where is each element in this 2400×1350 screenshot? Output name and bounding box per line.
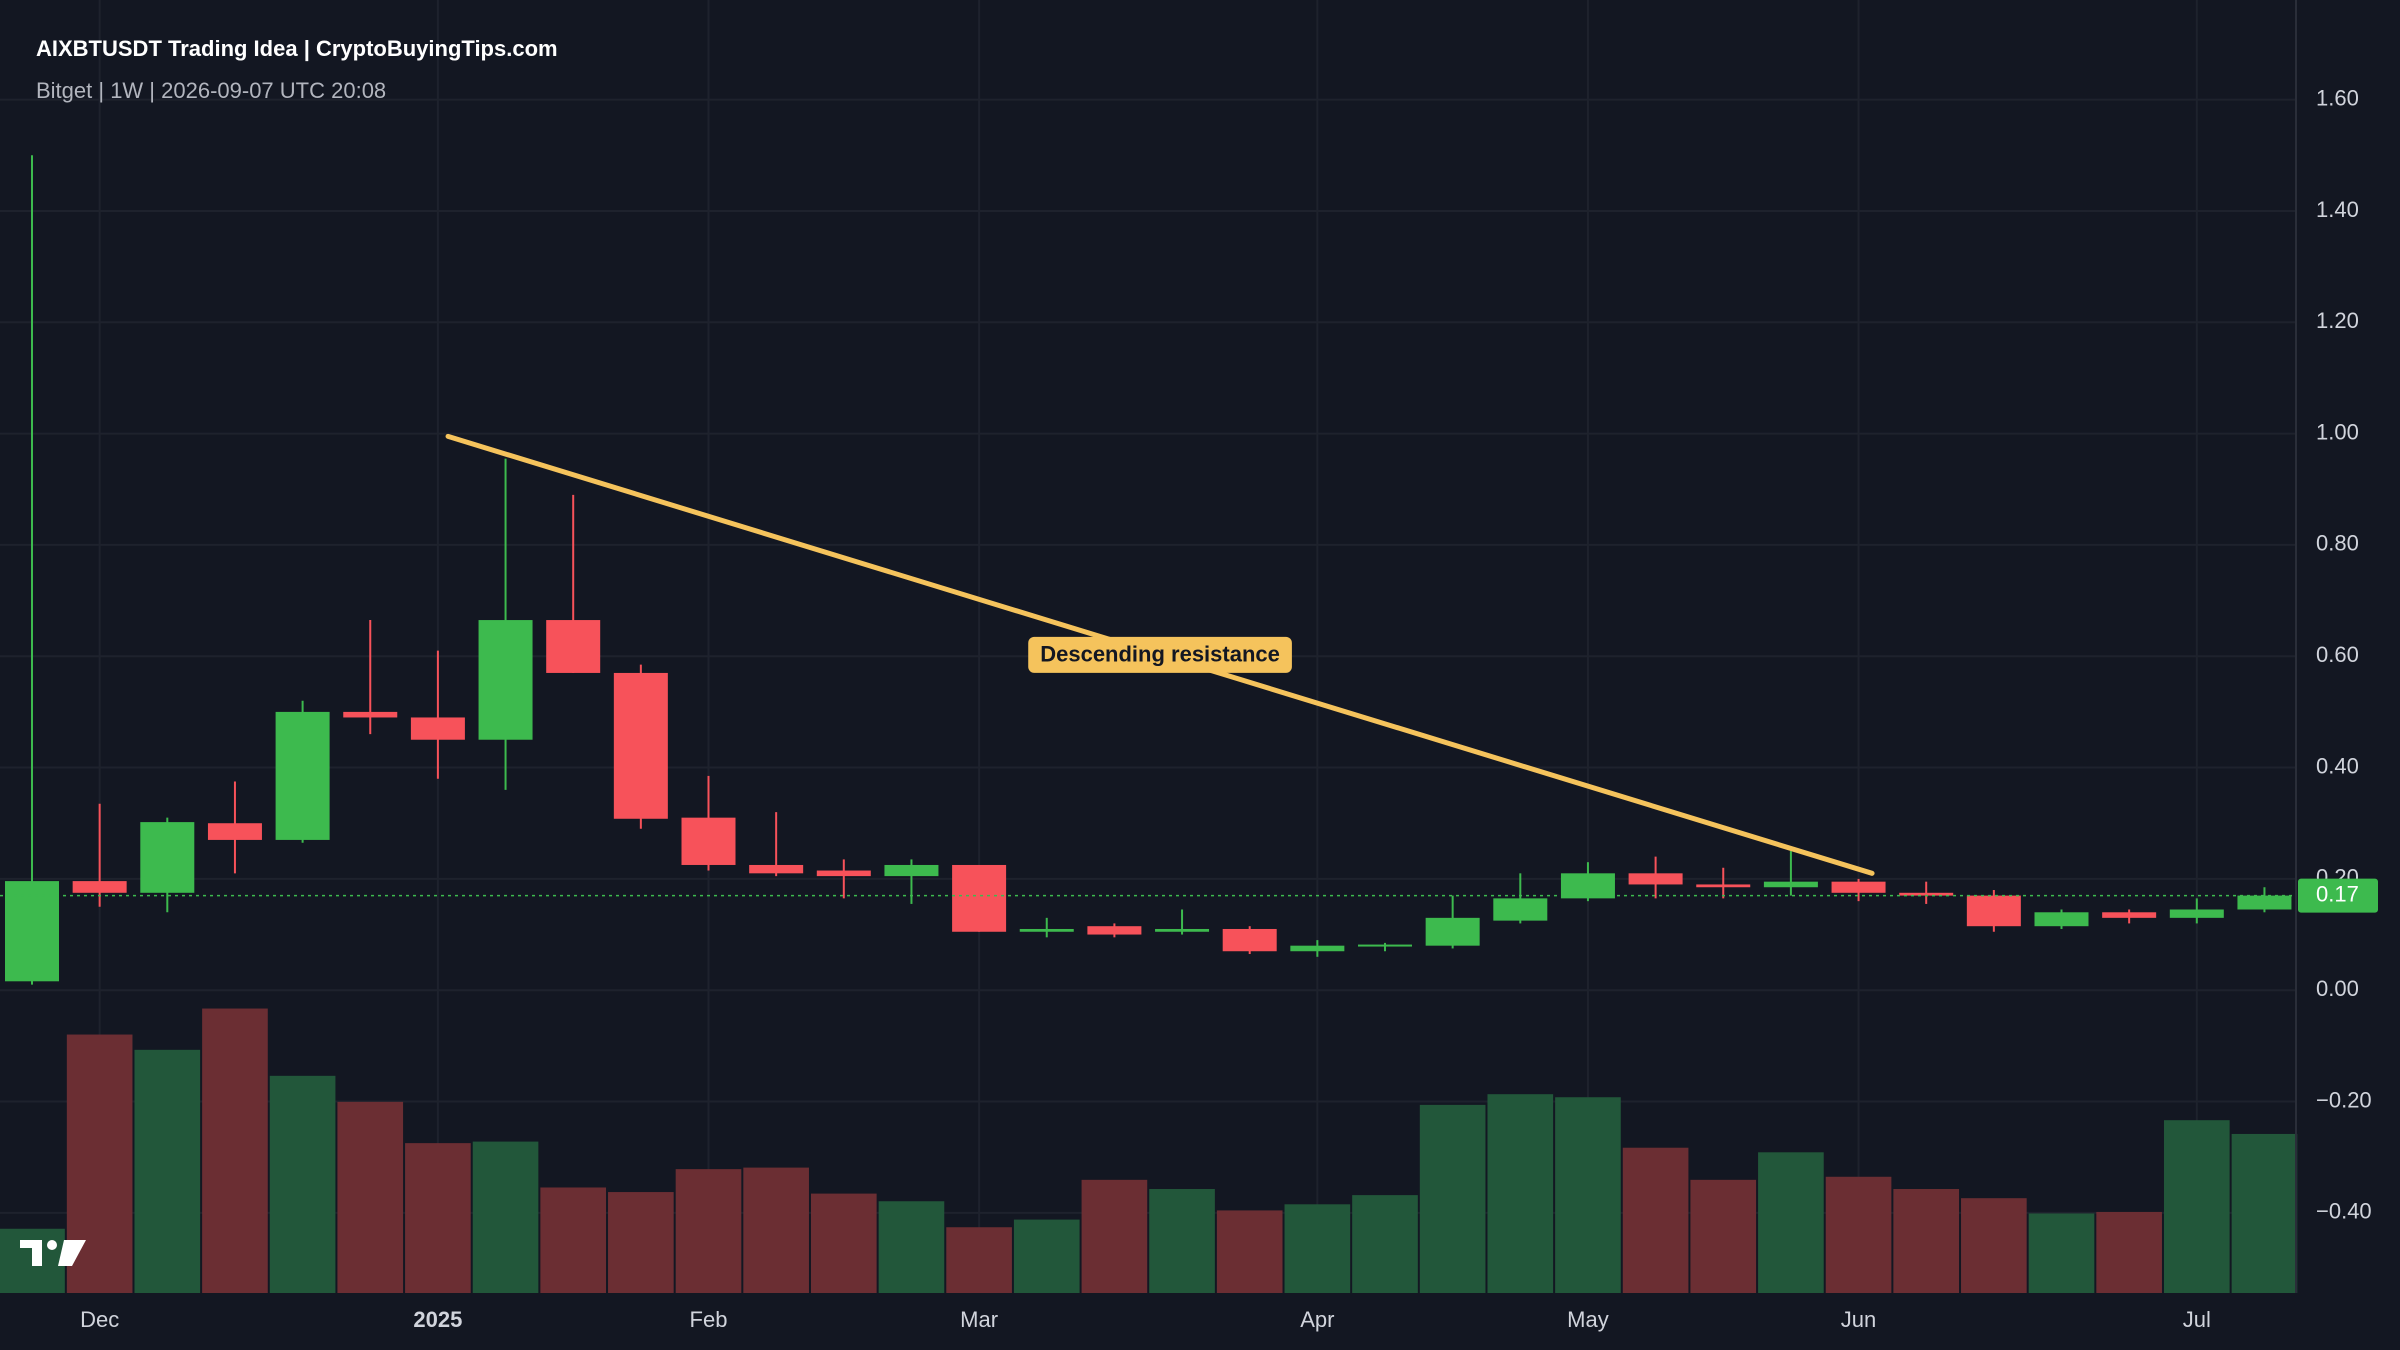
candle-body <box>1493 898 1548 921</box>
volume-bar <box>946 1227 1012 1293</box>
y-tick-label: 0.80 <box>2316 531 2359 556</box>
last-price-tag <box>2298 878 2378 913</box>
y-tick-label: 1.20 <box>2316 308 2359 333</box>
volume-bar <box>1622 1147 1689 1293</box>
candle-body <box>749 864 804 874</box>
candle-body <box>2237 895 2292 910</box>
volume-bar <box>337 1101 404 1293</box>
x-tick-label: Apr <box>1300 1307 1334 1332</box>
y-tick-label: 1.60 <box>2316 85 2359 110</box>
volume-bar <box>1893 1189 1960 1293</box>
x-tick-label: Dec <box>80 1307 119 1332</box>
volume-bar <box>1690 1179 1757 1293</box>
candle-body <box>884 864 939 877</box>
candle-body <box>343 711 398 718</box>
candle-body <box>140 822 195 893</box>
volume-bar <box>1013 1219 1080 1293</box>
candle-body <box>2102 912 2157 918</box>
y-tick-label: −0.20 <box>2316 1087 2372 1112</box>
x-tick-label: Jul <box>2183 1307 2211 1332</box>
candle-body <box>952 864 1007 932</box>
volume-bar <box>2096 1211 2162 1293</box>
chart-subtitle: Bitget | 1W | 2026-09-07 UTC 20:08 <box>36 78 386 103</box>
y-tick-label: −0.40 <box>2316 1199 2372 1224</box>
volume-bar <box>743 1167 809 1293</box>
x-tick-label: May <box>1567 1307 1609 1332</box>
x-tick-label: Jun <box>1841 1307 1876 1332</box>
candle-body <box>1831 881 1886 893</box>
candle-body <box>1222 928 1277 952</box>
candle-body <box>2034 912 2089 927</box>
candle-body <box>5 881 59 982</box>
candle-body <box>207 823 262 840</box>
y-tick-label: 0.00 <box>2316 976 2359 1001</box>
y-tick-label: 0.40 <box>2316 753 2359 778</box>
y-tick-label: 1.40 <box>2316 197 2359 222</box>
x-tick-label: Feb <box>690 1307 728 1332</box>
candle-body <box>1628 873 1683 885</box>
volume-bar <box>269 1075 336 1293</box>
volume-bar <box>2163 1120 2230 1293</box>
candle-body <box>275 711 330 840</box>
volume-bar <box>1216 1210 1283 1293</box>
candle-body <box>2169 909 2224 918</box>
candle-body <box>1290 945 1345 952</box>
volume-bar <box>134 1049 201 1293</box>
candle-body <box>613 672 668 819</box>
candle-body <box>72 881 127 893</box>
candle-body <box>546 620 601 673</box>
candle-body <box>1899 892 1954 896</box>
volume-bar <box>1352 1195 1418 1293</box>
y-tick-label: 1.00 <box>2316 419 2359 444</box>
volume-bar <box>1419 1104 1486 1293</box>
candle-body <box>1560 873 1615 899</box>
candle-body <box>1087 926 1142 935</box>
candle-body <box>1696 884 1751 888</box>
candle-body <box>1763 881 1818 888</box>
candle-body <box>681 817 736 865</box>
volume-bar <box>1081 1179 1148 1293</box>
volume-bar <box>1149 1189 1215 1293</box>
candle-body <box>1966 895 2021 927</box>
volume-bar <box>405 1143 471 1293</box>
candle-body <box>816 870 871 877</box>
candle-body <box>478 620 533 740</box>
candle-body <box>1425 917 1480 946</box>
annotation-label: Descending resistance <box>1040 642 1280 667</box>
x-tick-label: 2025 <box>413 1307 462 1332</box>
volume-bar <box>2231 1133 2298 1293</box>
volume-layer <box>0 1008 2298 1293</box>
volume-bar <box>675 1169 742 1293</box>
overlay-layer: Descending resistance <box>0 433 2296 897</box>
tradingview-logo <box>20 1240 86 1266</box>
volume-bar <box>1284 1204 1351 1293</box>
annotation-box <box>1028 636 1292 673</box>
volume-bar <box>810 1193 877 1293</box>
grid <box>0 0 2296 1293</box>
x-tick-label: Mar <box>960 1307 998 1332</box>
volume-bar <box>1961 1198 2027 1293</box>
last-price-label: 0.17 <box>2316 881 2359 906</box>
volume-bar <box>608 1192 674 1293</box>
volume-bar <box>1487 1094 1554 1293</box>
volume-bar <box>472 1141 539 1293</box>
volume-bar <box>540 1187 607 1293</box>
volume-bar <box>1758 1152 1824 1293</box>
candle-body <box>1019 928 1074 932</box>
volume-bar <box>1825 1176 1892 1293</box>
volume-bar <box>2028 1213 2095 1293</box>
candle-body <box>1358 944 1412 947</box>
volume-bar <box>1555 1097 1621 1293</box>
candle-body <box>410 717 465 740</box>
volume-bar <box>202 1008 268 1293</box>
y-tick-label: 0.60 <box>2316 642 2359 667</box>
chart-title: AIXBTUSDT Trading Idea | CryptoBuyingTip… <box>36 36 558 61</box>
candle-layer <box>5 155 2292 985</box>
candle-body <box>1155 928 1210 932</box>
volume-bar <box>878 1201 945 1293</box>
